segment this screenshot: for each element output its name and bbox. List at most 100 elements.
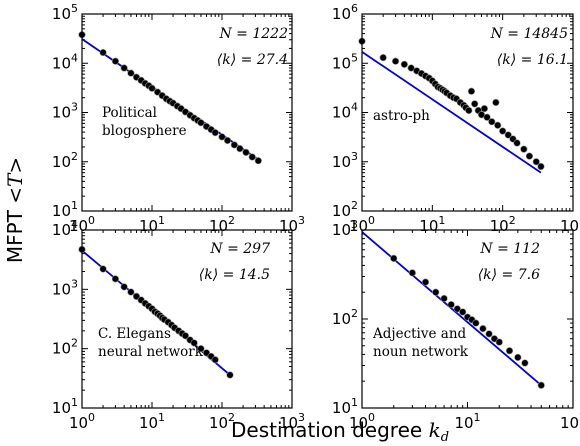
- data-point: [490, 335, 499, 343]
- network-name-label: blogosphere: [102, 123, 187, 139]
- data-point: [459, 308, 467, 316]
- y-tick-label: 104: [332, 101, 358, 122]
- data-point: [471, 100, 479, 108]
- x-tick-label: 102: [490, 214, 516, 235]
- data-point: [537, 162, 545, 171]
- y-tick-label: 102: [52, 150, 78, 171]
- data-point: [242, 148, 250, 156]
- data-point: [537, 381, 545, 389]
- panel-2: 100101102103102103104105106N = 14845⟨k⟩ …: [332, 2, 580, 235]
- x-tick-label: 101: [139, 411, 165, 432]
- data-point: [190, 339, 198, 347]
- data-point: [226, 371, 234, 379]
- plot-frame: [81, 229, 293, 409]
- data-point: [127, 288, 135, 296]
- y-tick-label: 101: [52, 396, 78, 417]
- data-point: [440, 294, 448, 303]
- network-name-label: neural network: [98, 344, 204, 360]
- network-size-label: N = 297: [209, 241, 270, 257]
- data-point: [211, 129, 219, 137]
- data-point: [197, 119, 205, 127]
- data-point: [492, 98, 500, 107]
- x-axis-label: Destination degree kd: [231, 418, 449, 445]
- y-tick-label: 102: [332, 307, 358, 328]
- x-tick-label: 101: [454, 411, 480, 432]
- data-point: [211, 356, 219, 364]
- data-point: [483, 113, 491, 121]
- data-point: [400, 60, 408, 68]
- x-tick-label: 102: [209, 411, 235, 432]
- y-tick-label: 106: [332, 2, 358, 23]
- data-point: [525, 152, 534, 160]
- network-name-label: C. Elegans: [98, 326, 171, 342]
- network-size-label: N = 14845: [490, 26, 569, 42]
- data-point: [479, 325, 487, 333]
- data-point: [390, 254, 398, 262]
- data-point: [447, 301, 455, 309]
- data-point: [467, 87, 476, 95]
- data-point: [521, 359, 529, 367]
- data-point: [480, 105, 489, 113]
- data-point: [120, 283, 128, 291]
- y-tick-label: 105: [52, 2, 78, 23]
- data-point: [248, 153, 256, 161]
- x-tick-label: 100: [349, 411, 375, 432]
- data-point: [488, 118, 496, 126]
- y-tick-label: 102: [52, 337, 78, 358]
- plot-frame: [81, 13, 293, 212]
- y-tick-label: 102: [332, 199, 358, 220]
- data-point: [111, 275, 119, 283]
- y-tick-label: 103: [332, 150, 358, 171]
- data-point: [472, 319, 480, 327]
- y-tick-label: 105: [332, 51, 358, 72]
- y-tick-label: 103: [332, 218, 358, 239]
- network-name-label: Political: [102, 105, 157, 121]
- mean-degree-label: ⟨k⟩ = 14.5: [199, 267, 270, 283]
- data-point: [99, 265, 107, 273]
- y-tick-label: 103: [52, 101, 78, 122]
- data-point: [408, 269, 416, 277]
- y-tick-label: 104: [52, 218, 78, 239]
- x-tick-label: 100: [69, 411, 95, 432]
- mean-degree-label: ⟨k⟩ = 7.6: [478, 267, 540, 283]
- data-point: [230, 141, 238, 149]
- y-axis-label: MFPT <T>: [3, 157, 27, 263]
- data-point: [132, 292, 141, 301]
- x-tick-label: 101: [419, 214, 445, 235]
- data-point: [111, 57, 119, 65]
- data-point: [236, 144, 244, 153]
- x-tick-label: 102: [560, 411, 580, 432]
- data-point: [218, 133, 226, 141]
- data-point: [407, 64, 415, 72]
- network-name-label: Adjective and: [372, 326, 467, 342]
- y-tick-label: 103: [52, 277, 78, 298]
- data-point: [181, 332, 189, 340]
- network-name-label: astro-ph: [373, 108, 430, 124]
- panel-4: 100101102101102103N = 112⟨k⟩ = 7.6Adject…: [332, 218, 580, 432]
- network-size-label: N = 1222: [218, 26, 288, 42]
- mean-degree-label: ⟨k⟩ = 16.1: [497, 52, 568, 68]
- data-point: [254, 157, 262, 165]
- data-point: [465, 106, 473, 115]
- fit-line: [361, 51, 542, 174]
- data-point: [432, 288, 440, 296]
- x-tick-label: 103: [279, 411, 305, 432]
- y-tick-label: 101: [332, 396, 358, 417]
- data-point: [504, 131, 512, 139]
- data-point: [379, 54, 387, 62]
- data-point: [120, 64, 128, 72]
- data-point: [499, 127, 507, 135]
- y-tick-label: 104: [52, 51, 78, 72]
- data-point: [495, 338, 503, 346]
- data-point: [223, 136, 232, 145]
- network-name-label: noun network: [373, 344, 469, 360]
- data-point: [99, 48, 107, 57]
- plot-frame: [361, 229, 574, 409]
- data-point: [421, 278, 430, 286]
- data-point: [532, 158, 540, 166]
- data-point: [391, 57, 400, 65]
- data-point: [485, 330, 493, 338]
